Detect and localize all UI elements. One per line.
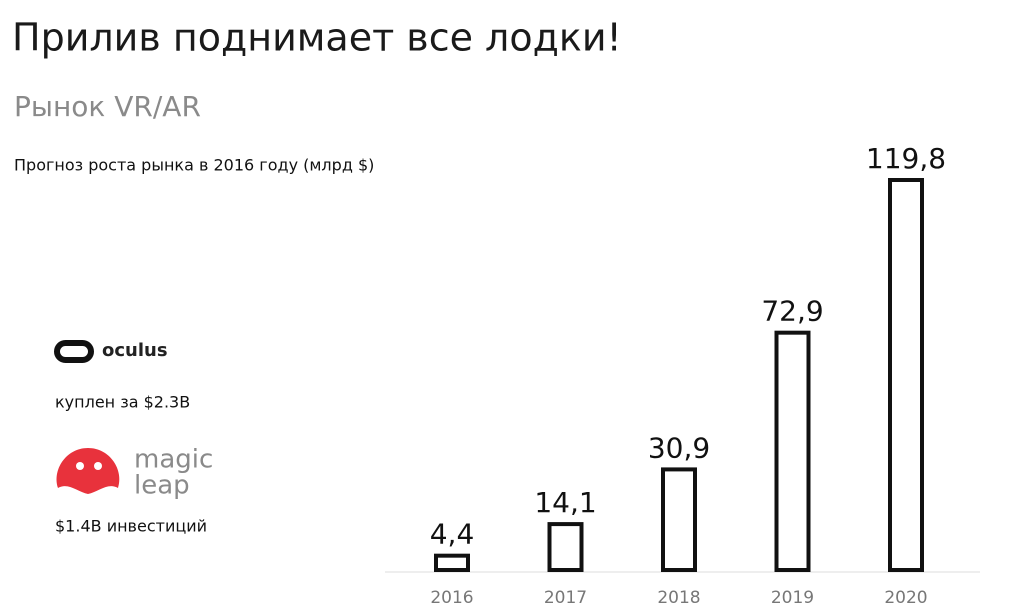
x-tick-label: 2020 [884, 588, 927, 608]
company-caption: $1.4B инвестиций [55, 517, 207, 536]
oculus-logo-text: oculus [102, 340, 168, 361]
value-label: 72,9 [761, 295, 823, 328]
bar [434, 553, 470, 573]
value-label: 119,8 [866, 142, 946, 175]
value-label: 4,4 [430, 518, 475, 551]
slide-title: Прилив поднимает все лодки! [12, 16, 622, 60]
value-label: 30,9 [648, 431, 710, 464]
bar [547, 522, 584, 573]
magic-leap-logo-text: magic [134, 445, 213, 475]
x-tick-label: 2017 [544, 588, 587, 608]
company-caption: куплен за $2.3B [55, 393, 190, 412]
magic-leap-logo-text: leap [134, 471, 190, 501]
x-tick-label: 2018 [657, 588, 700, 608]
bar [774, 330, 811, 573]
bar [888, 178, 924, 572]
magic-leap-logo-icon [56, 448, 120, 494]
x-tick-label: 2019 [771, 588, 814, 608]
bar [661, 467, 697, 572]
slide-subtitle: Рынок VR/AR [14, 90, 201, 123]
chart-title: Прогноз роста рынка в 2016 году (млрд $) [14, 156, 374, 175]
value-label: 14,1 [534, 486, 596, 519]
oculus-logo-icon [54, 340, 94, 363]
x-tick-label: 2016 [430, 588, 473, 608]
